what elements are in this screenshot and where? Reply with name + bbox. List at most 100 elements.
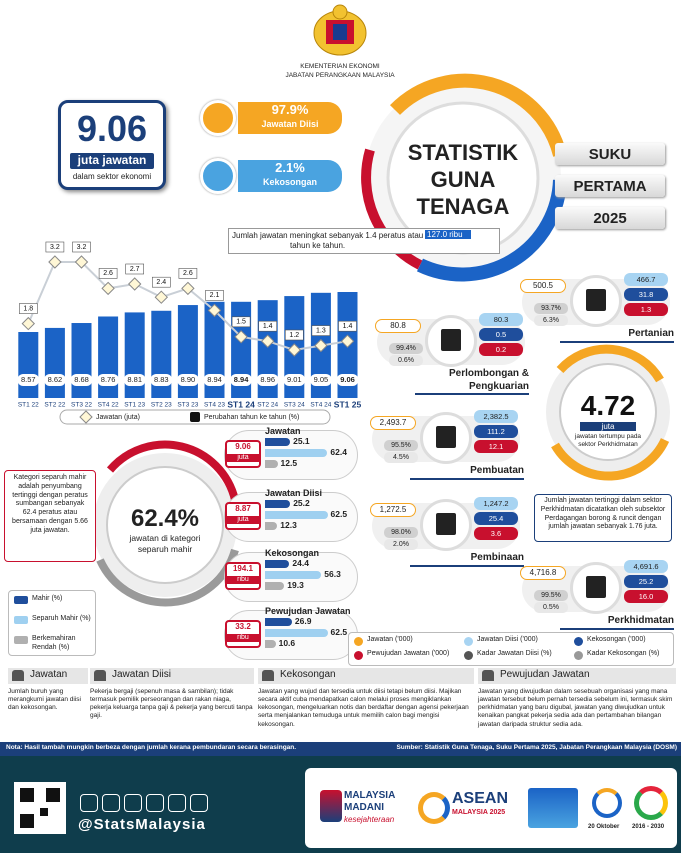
- skill-item-name: Kekosongan: [265, 548, 320, 558]
- growth-label: 1.2: [289, 332, 299, 339]
- definition-head: [258, 668, 474, 684]
- focus-value: 4.72: [580, 390, 636, 421]
- bar: [204, 301, 225, 398]
- skill-bar-label: 25.1: [293, 436, 310, 446]
- growth-marker: [181, 281, 195, 296]
- definition-title: Kekosongan: [280, 669, 336, 680]
- definition-icon: [262, 670, 274, 681]
- growth-marker: [340, 334, 355, 348]
- x-tick-label: ST4 23: [204, 402, 225, 409]
- total-box: [58, 100, 166, 190]
- growth-label: 1.4: [263, 323, 273, 330]
- bar-label-bg: [256, 374, 279, 386]
- logo-panel: [305, 768, 677, 848]
- skill-note: Kategori separuh mahir adalah penyumbang…: [12, 474, 88, 534]
- sector-jawatan: 500.5: [520, 279, 566, 293]
- social-icon: [168, 794, 186, 812]
- bar-label-bg: [283, 374, 306, 386]
- skill-note-box: [4, 470, 96, 562]
- sector-diisi: 4,691.6: [624, 560, 668, 573]
- skill-legend-swatch: [14, 636, 28, 644]
- sector-name: Perlombongan & Pengkuarian: [415, 368, 529, 395]
- department: JABATAN PERANGKAAN MALAYSIA: [285, 72, 395, 79]
- definition-text: Jumlah buruh yang merangkumi jawatan dii…: [8, 688, 81, 712]
- sector-kosong: 25.4: [474, 512, 518, 525]
- skill-percent: 62.4%: [130, 505, 200, 532]
- x-tick-label: ST1 24: [227, 399, 255, 409]
- bar-label-bg: [97, 374, 120, 386]
- growth-label-bg: [152, 276, 171, 288]
- skill-bar: [265, 640, 276, 648]
- skill-legend-label: Berkemahiran Rendah (%): [32, 635, 76, 651]
- skill-bar: [265, 522, 278, 530]
- x-tick-label: ST1 23: [124, 402, 145, 409]
- skill-bar: [265, 511, 328, 519]
- logo-text: MALAYSIA: [344, 790, 396, 801]
- skill-item-name: Jawatan Diisi: [265, 488, 323, 498]
- x-tick-label: ST2 22: [44, 402, 65, 409]
- growth-marker: [207, 303, 222, 318]
- skill-amount: 8.87: [235, 504, 251, 513]
- title-line: STATISTIK: [407, 140, 519, 165]
- sector-legend-label: Kadar Kekosongan (%): [587, 650, 660, 657]
- sector-legend-swatch: [574, 651, 583, 660]
- bar-label: 8.94: [234, 375, 249, 384]
- skill-bar: [265, 560, 290, 568]
- sector-diisi: 80.3: [479, 313, 523, 326]
- skill-bar: [265, 449, 328, 457]
- growth-label: 2.6: [183, 270, 193, 277]
- growth-marker: [154, 290, 169, 304]
- growth-marker: [74, 255, 89, 269]
- growth-marker: [21, 316, 36, 331]
- sector-diisi: 2,382.5: [474, 410, 518, 423]
- bar-label: 8.96: [260, 375, 275, 384]
- skill-bar: [265, 618, 292, 626]
- definition-icon: [94, 670, 106, 681]
- social-icon: [80, 794, 98, 812]
- sector-legend-label: Pewujudan Jawatan ('000): [367, 650, 450, 657]
- chart-note-highlight: 127.0 ribu: [425, 230, 471, 240]
- bar-label-bg: [123, 374, 146, 386]
- note-strip: [0, 742, 681, 756]
- bar-label-bg: [309, 374, 332, 386]
- logo-text: 20 Oktober: [588, 824, 620, 830]
- sector-jawatan: 80.8: [375, 319, 421, 333]
- focus-note-box: [534, 494, 672, 542]
- skill-item-name: Pewujudan Jawatan: [265, 606, 351, 616]
- bar-label: 8.68: [74, 375, 89, 384]
- x-tick-label: ST4 24: [310, 402, 331, 409]
- sector-kosong: 31.8: [624, 288, 668, 301]
- sector-pewujudan: 16.0: [624, 590, 668, 603]
- growth-marker: [127, 277, 142, 291]
- filled-pill: [238, 102, 342, 134]
- bar-label: 8.76: [101, 375, 116, 384]
- x-tick-label: ST1 22: [18, 402, 39, 409]
- growth-label-bg: [205, 290, 224, 301]
- period-line: PERTAMA: [573, 178, 647, 195]
- total-unit-bg: [70, 153, 154, 169]
- total-note: dalam sektor ekonomi: [72, 172, 152, 181]
- skill-amount: 33.2: [235, 622, 251, 631]
- bar-label-bg: [43, 374, 66, 386]
- vacancy-icon: [200, 158, 236, 194]
- sector-legend-swatch: [574, 637, 583, 646]
- definition-title: Jawatan: [30, 669, 68, 680]
- skill-bar-label: 62.5: [330, 509, 348, 519]
- footer-source: Sumber: Statistik Guna Tenaga, Suku Pert…: [396, 744, 677, 751]
- sector-name: Pertanian: [560, 328, 674, 343]
- sector-legend-swatch: [354, 637, 363, 646]
- vacancy-label: Kekosongan: [262, 177, 317, 187]
- skill-unit: juta: [225, 454, 261, 463]
- focus-caption: jawatan tertumpu pada sektor Perkhidmata…: [574, 433, 642, 449]
- skill-bar: [265, 582, 285, 590]
- title-circle: [361, 73, 567, 282]
- growth-marker: [234, 330, 248, 344]
- sector-legend-label: Kekosongan ('000): [587, 636, 646, 643]
- growth-label-bg: [18, 303, 38, 314]
- sector-jawatan: 1,272.5: [370, 503, 416, 517]
- sector-kadar-diisi: 99.4%: [389, 343, 423, 354]
- footer-note: Nota: Hasil tambah mungkin berbeza denga…: [6, 744, 297, 751]
- logo-asean-mark: [418, 792, 450, 824]
- chart-note-end: tahun ke tahun.: [290, 241, 346, 250]
